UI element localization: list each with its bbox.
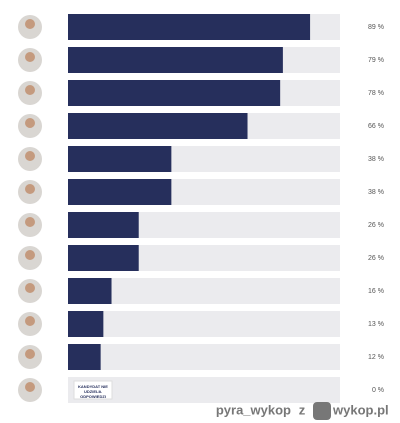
bar-track bbox=[68, 344, 340, 370]
bar bbox=[68, 14, 311, 40]
watermark-user: pyra_wykop bbox=[216, 402, 291, 417]
bar bbox=[68, 212, 139, 238]
portrait-head bbox=[25, 283, 35, 293]
value-label: 12 % bbox=[368, 354, 384, 361]
annotation-wrap: KANDYDAT NIE UDZIELIŁ ODPOWIEDZI bbox=[78, 384, 108, 399]
portrait-head bbox=[25, 250, 35, 260]
watermark-site: wykop.pl bbox=[332, 402, 389, 417]
value-label: 66 % bbox=[368, 123, 384, 130]
portrait-head bbox=[25, 316, 35, 326]
portrait-head bbox=[25, 349, 35, 359]
value-label: 38 % bbox=[368, 189, 384, 196]
bar bbox=[68, 179, 172, 205]
portrait-head bbox=[25, 85, 35, 95]
bar bbox=[68, 278, 112, 304]
bar bbox=[68, 245, 139, 271]
portrait-head bbox=[25, 118, 35, 128]
value-label: 89 % bbox=[368, 24, 384, 31]
portrait-head bbox=[25, 52, 35, 62]
portrait-head bbox=[25, 184, 35, 194]
annotation: KANDYDAT NIE UDZIELIŁ ODPOWIEDZI bbox=[78, 384, 108, 399]
watermark-logo bbox=[313, 402, 331, 420]
annotation-box bbox=[73, 380, 113, 400]
bar-track bbox=[68, 278, 340, 304]
bar bbox=[68, 113, 248, 139]
bar bbox=[68, 47, 283, 73]
value-label: 16 % bbox=[368, 288, 384, 295]
value-label: 26 % bbox=[368, 255, 384, 262]
value-label: 78 % bbox=[368, 90, 384, 97]
bar bbox=[68, 80, 281, 106]
portrait-head bbox=[25, 151, 35, 161]
bar bbox=[68, 311, 104, 337]
bar-track bbox=[68, 311, 340, 337]
value-label: 0 % bbox=[372, 387, 384, 394]
bar bbox=[68, 146, 172, 172]
bar bbox=[68, 344, 101, 370]
bar-track bbox=[68, 377, 340, 403]
portrait-head bbox=[25, 382, 35, 392]
watermark-connector: z bbox=[299, 402, 306, 417]
value-label: 79 % bbox=[368, 57, 384, 64]
value-label: 13 % bbox=[368, 321, 384, 328]
portrait-head bbox=[25, 217, 35, 227]
value-label: 38 % bbox=[368, 156, 384, 163]
value-label: 26 % bbox=[368, 222, 384, 229]
portrait-head bbox=[25, 19, 35, 29]
